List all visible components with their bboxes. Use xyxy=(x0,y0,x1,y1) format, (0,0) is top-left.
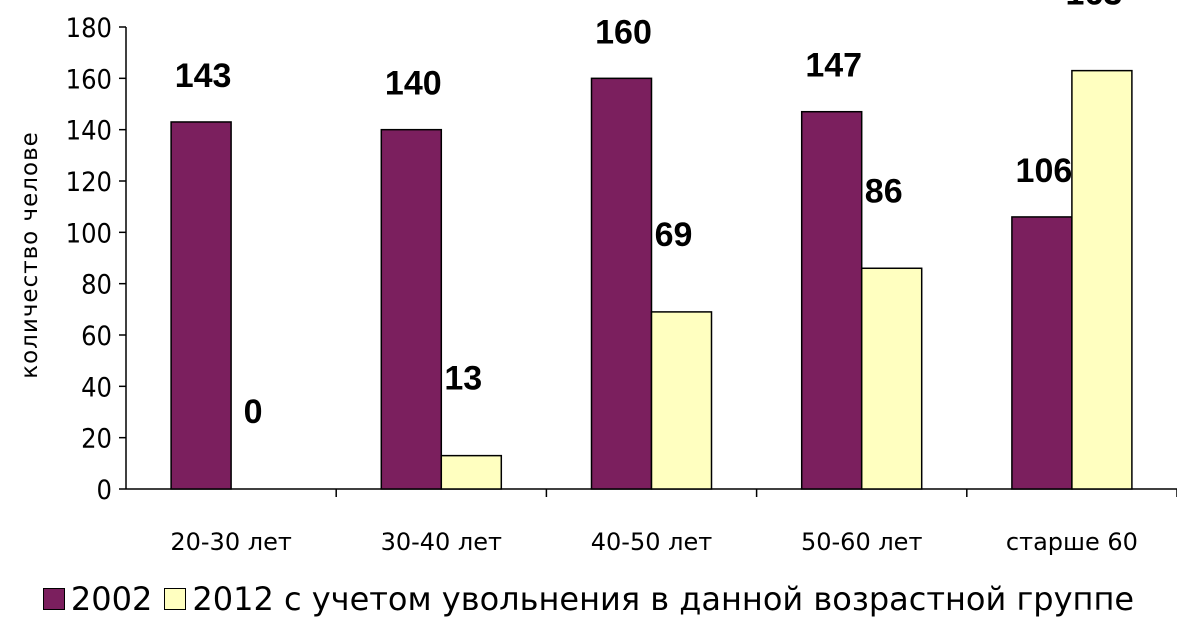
x-tick-label: 40-50 лет xyxy=(591,528,712,556)
data-label-series-1-4: 163 xyxy=(1066,0,1123,13)
x-tick-label: 30-40 лет xyxy=(381,528,502,556)
bar-chart: количество челове 0 20 40 60 80 100 120 140 160 1… xyxy=(0,0,1177,575)
legend: 2002 2012 с учетом увольнения в данной в… xyxy=(0,580,1177,618)
x-tick-label: старше 60 xyxy=(1006,528,1138,556)
legend-swatch-2002 xyxy=(43,588,65,610)
y-tick-label: 100 xyxy=(66,218,112,249)
legend-item-2012: 2012 с учетом увольнения в данной возрас… xyxy=(164,580,1134,618)
data-label-series-0-3: 147 xyxy=(805,47,862,85)
y-tick-label: 80 xyxy=(81,270,112,301)
y-axis-title: количество челове xyxy=(17,131,43,379)
y-tick-label: 140 xyxy=(66,116,112,147)
data-label-series-1-0: 0 xyxy=(244,393,263,431)
x-tick-label: 20-30 лет xyxy=(170,528,291,556)
bar-series-1-2 xyxy=(652,312,712,489)
y-tick-label: 0 xyxy=(97,475,112,506)
legend-label-2012: 2012 с учетом увольнения в данной возрас… xyxy=(192,580,1134,618)
y-tick-label: 160 xyxy=(66,64,112,95)
data-label-series-1-1: 13 xyxy=(444,360,482,398)
bar-series-0-4 xyxy=(1012,217,1072,489)
bar-series-1-3 xyxy=(862,268,922,489)
data-label-series-1-2: 69 xyxy=(655,216,693,254)
y-tick-label: 20 xyxy=(81,424,112,455)
x-tick-label: 50-60 лет xyxy=(801,528,922,556)
data-label-series-0-0: 143 xyxy=(175,57,232,95)
bar-series-0-3 xyxy=(802,112,862,489)
y-tick-label: 120 xyxy=(66,167,112,198)
legend-item-2002: 2002 xyxy=(43,580,152,618)
data-label-series-0-4: 106 xyxy=(1016,152,1073,190)
bar-series-0-1 xyxy=(381,130,441,489)
bars xyxy=(171,71,1132,489)
y-tick-label: 40 xyxy=(81,372,112,403)
data-label-series-0-1: 140 xyxy=(385,65,442,103)
y-tick-label: 60 xyxy=(81,321,112,352)
data-label-series-1-3: 86 xyxy=(865,172,903,210)
legend-swatch-2012 xyxy=(164,588,186,610)
bar-series-0-2 xyxy=(592,78,652,489)
bar-series-1-4 xyxy=(1072,71,1132,489)
y-tick-label: 180 xyxy=(66,13,112,44)
legend-label-2002: 2002 xyxy=(71,580,152,618)
data-label-series-0-2: 160 xyxy=(595,13,652,51)
bar-series-0-0 xyxy=(171,122,231,489)
bar-series-1-1 xyxy=(441,456,501,489)
